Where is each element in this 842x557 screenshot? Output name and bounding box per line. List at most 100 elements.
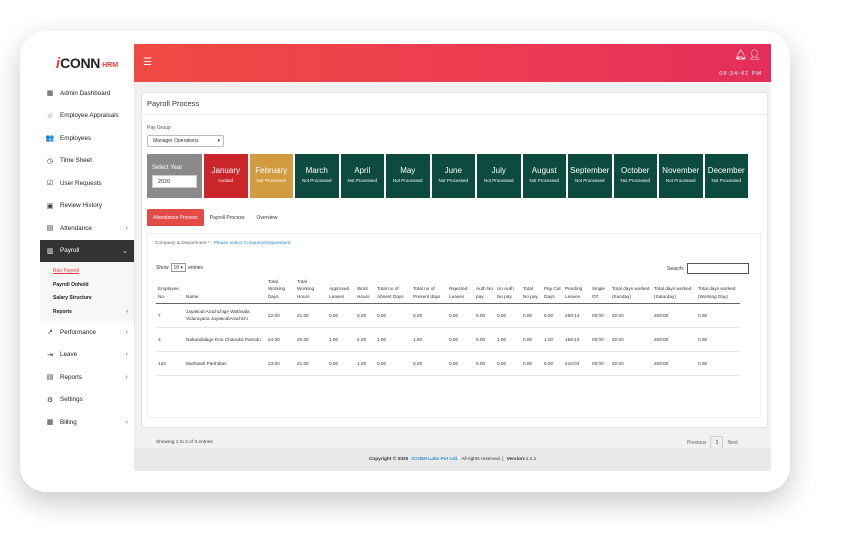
month-tile-april[interactable]: April Not Processed: [340, 154, 384, 198]
month-tile-november[interactable]: November Not Processed: [659, 154, 703, 198]
chevron-left-icon: ‹: [125, 351, 128, 359]
sidebar-subitem-run-payroll[interactable]: Run Payroll: [40, 264, 134, 278]
footer: Copyright © 2020 iCONN Labs Pvt Ltd. All…: [134, 448, 771, 471]
sidebar-item-label: Performance: [60, 328, 97, 336]
table-row: 134 Muthaiah Parthiban 23.00 21.00 0.00 1.00 0…: [156, 351, 740, 376]
sidebar-item-performance[interactable]: ↗ Performance ‹: [40, 321, 134, 344]
table-header-cell[interactable]: Approved Leaves: [327, 276, 355, 304]
month-name: July: [491, 165, 506, 175]
table-header-cell[interactable]: Work Hours: [355, 276, 375, 304]
table-cell: 0.00: [542, 303, 563, 328]
table-cell: 0.00: [521, 327, 542, 352]
month-tile-june[interactable]: June Not Processed: [431, 154, 475, 198]
month-tile-january[interactable]: January Locked: [204, 154, 248, 198]
table-cell: 0.00: [447, 327, 474, 352]
table-header-cell[interactable]: Auth No pay: [474, 276, 495, 304]
month-name: January: [211, 165, 240, 175]
sidebar-nav: ▦ Admin Dashboard ☆ Employee Appraisals …: [40, 82, 134, 434]
footer-version-label: Version:: [506, 457, 526, 462]
sidebar-item-label: Reports: [60, 373, 83, 381]
table-header-cell[interactable]: Un Auth No pay: [495, 276, 521, 304]
table-row: 7 Jayakodi Arachchige Wathsala Vidurayana…: [156, 303, 740, 328]
show-label: Show: [156, 264, 169, 271]
table-header-cell[interactable]: Employee No.: [156, 276, 184, 304]
sidebar-item-user-requests[interactable]: ☑ User Requests: [40, 172, 134, 195]
sidebar-subitem-salary-structure[interactable]: Salary Structure: [40, 292, 134, 306]
month-tile-february[interactable]: February Not Processed: [249, 154, 293, 198]
table-cell: 1.00: [355, 351, 375, 376]
company-select-link[interactable]: Please select Company/Department: [213, 241, 291, 246]
sidebar-subitem-payroll-onhold[interactable]: Payroll Onhold: [40, 278, 134, 292]
table-header-cell[interactable]: Pay Cut Days: [542, 276, 563, 304]
table-cell: 200:00: [652, 351, 696, 376]
month-tile-august[interactable]: August Not Processed: [522, 154, 566, 198]
sidebar-item-employees[interactable]: 👥 Employees: [40, 127, 134, 150]
app-screen: i CONN HRM ▦ Admin Dashboard ☆ Employee …: [40, 44, 771, 471]
payroll-card: Payroll Process Pay Group Manager Operat…: [141, 92, 768, 449]
month-strip: Select Year 2020 January Locked February…: [147, 154, 748, 198]
year-input[interactable]: 2020: [152, 175, 197, 188]
month-name: June: [444, 165, 462, 175]
tab-payroll-process[interactable]: Payroll Process: [209, 214, 245, 221]
logo-prefix: i: [55, 54, 61, 72]
entries-select[interactable]: 10 ▾: [170, 263, 186, 272]
month-tile-march[interactable]: March Not Processed: [295, 154, 339, 198]
table-header-cell[interactable]: Total no of Present days: [411, 276, 447, 304]
sidebar-item-employee-appraisals[interactable]: ☆ Employee Appraisals: [40, 105, 134, 128]
payroll-icon: ▥: [46, 247, 54, 255]
table-header-row: Employee No. Name Total Working Days Total …: [156, 276, 740, 304]
table-header-cell[interactable]: Total no of Absent Days: [375, 276, 411, 304]
month-status: Not Processed: [665, 177, 696, 183]
previous-button[interactable]: Previous: [687, 439, 707, 446]
footer-company-link[interactable]: iCONN Labs Pvt Ltd.: [411, 457, 459, 462]
sidebar-item-time-sheet[interactable]: ◷ Time Sheet: [40, 150, 134, 173]
process-tabs: Attendance Process Payroll Process Overv…: [147, 209, 283, 226]
table-header-cell[interactable]: Single OT: [590, 276, 610, 304]
month-tile-october[interactable]: October Not Processed: [613, 154, 657, 198]
table-header-cell[interactable]: Total Working Days: [266, 276, 295, 304]
sidebar-item-reports[interactable]: ▤ Reports ‹: [40, 366, 134, 389]
sidebar-item-payroll[interactable]: ▥ Payroll ⌄: [40, 239, 134, 262]
tab-attendance-process[interactable]: Attendance Process: [147, 209, 204, 226]
pay-group-value: Manager Operations: [153, 138, 199, 144]
month-status: Not Processed: [256, 177, 286, 183]
sidebar-item-label: Admin Dashboard: [60, 89, 111, 97]
sidebar-item-leave[interactable]: ⇥ Leave ‹: [40, 344, 134, 367]
page-1-button[interactable]: 1: [710, 436, 724, 449]
table-header-cell[interactable]: Total No pay: [521, 276, 542, 304]
tab-overview[interactable]: Overview: [256, 214, 278, 221]
table-header-cell[interactable]: Total days worked (Working Day): [696, 276, 740, 304]
sidebar-item-admin-dashboard[interactable]: ▦ Admin Dashboard: [40, 82, 134, 105]
sidebar-item-billing[interactable]: ▦ Billing ‹: [40, 411, 134, 434]
bell-icon[interactable]: 🔔︎: [734, 50, 747, 61]
month-name: November: [662, 165, 700, 175]
next-button[interactable]: Next: [727, 439, 738, 446]
table-cell: 200:00: [652, 327, 696, 352]
user-icon[interactable]: 👤︎: [748, 50, 761, 61]
month-tile-september[interactable]: September Not Processed: [568, 154, 612, 198]
pay-group-select[interactable]: Manager Operations ▾: [147, 135, 224, 147]
hamburger-icon[interactable]: ☰: [143, 57, 152, 68]
month-name: December: [707, 165, 745, 175]
logo-suffix: HRM: [102, 62, 119, 69]
search-input[interactable]: [687, 263, 750, 274]
sidebar-item-attendance[interactable]: ▤ Attendance ‹: [40, 217, 134, 240]
table-header-cell[interactable]: Total days worked (Saturday): [652, 276, 696, 304]
month-status: Not Processed: [620, 177, 650, 183]
month-tile-july[interactable]: July Not Processed: [477, 154, 521, 198]
table-cell: 00:00: [590, 327, 610, 352]
table-cell: 24.00: [266, 327, 295, 352]
month-tile-may[interactable]: May Not Processed: [386, 154, 430, 198]
table-header-cell[interactable]: Name: [184, 276, 266, 304]
sidebar-item-settings[interactable]: ⚙ Settings: [40, 389, 134, 412]
table-cell: 0.00: [327, 303, 355, 328]
table-header-cell[interactable]: Pending Leaves: [563, 276, 590, 304]
sidebar-subitem-reports[interactable]: Reports ‹: [40, 305, 134, 319]
table-header-cell[interactable]: Total Working Hours: [295, 276, 327, 304]
table-header-cell[interactable]: Rejected Leaves: [447, 276, 474, 304]
table-cell: 0.00: [495, 351, 521, 376]
sidebar-item-review-history[interactable]: ▣ Review History: [40, 195, 134, 218]
table-cell: 0.00: [355, 303, 375, 328]
table-header-cell[interactable]: Total days worked (Sunday): [610, 276, 652, 304]
month-tile-december[interactable]: December Not Processed: [704, 154, 748, 198]
